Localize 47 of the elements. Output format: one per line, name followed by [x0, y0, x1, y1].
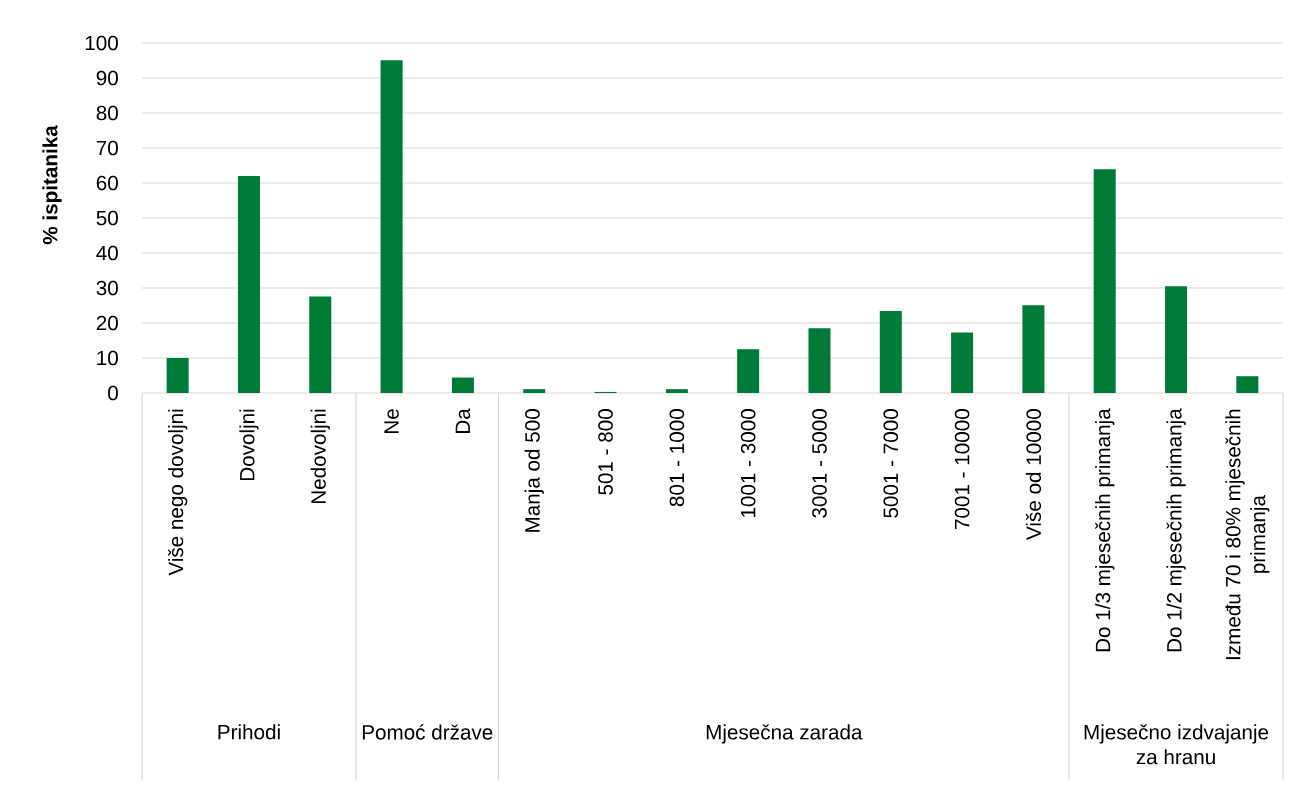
y-tick-label: 20	[96, 315, 118, 331]
bar	[737, 349, 760, 393]
x-tick-label: Između 70 i 80% mjesečnih primanja	[1225, 409, 1270, 660]
y-tick-label: 40	[96, 245, 118, 261]
bar	[166, 357, 189, 393]
bar	[237, 175, 260, 393]
bar	[1093, 169, 1116, 393]
text: Mjesečno izdvajanje za hranu	[1084, 724, 1269, 765]
bar	[879, 311, 902, 393]
x-tick-label: 501 - 800	[598, 409, 613, 495]
x-tick-label: 5001 - 7000	[883, 409, 899, 518]
y-tick-label: 0	[108, 385, 118, 401]
bar	[665, 389, 688, 393]
x-tick-label: Do 1/3 mjesečnih primanja	[1095, 408, 1115, 652]
x-tick-label: Da	[455, 408, 471, 433]
bar	[808, 328, 831, 393]
x-tick-label: Ne	[384, 409, 399, 433]
y-tick-label: 90	[96, 70, 118, 86]
bar	[380, 60, 403, 393]
bar	[451, 377, 474, 393]
y-tick-label: 100	[85, 35, 118, 51]
y-tick-label: 30	[96, 280, 118, 296]
x-tick-label: Dovoljni	[239, 409, 259, 481]
y-tick-label: 80	[96, 105, 118, 121]
bar	[951, 332, 974, 393]
text: Prihodi	[218, 724, 280, 740]
x-tick-label: 1001 - 3000	[740, 409, 756, 518]
y-tick-label: 70	[96, 140, 118, 156]
y-tick-label: 50	[96, 210, 118, 226]
y-axis-title: % ispitanika	[42, 125, 62, 245]
y-tick-label: 60	[96, 175, 118, 191]
x-tick-label: Više od 10000	[1025, 409, 1042, 540]
bar	[309, 296, 332, 393]
text: Pomoć države	[362, 724, 493, 740]
bar	[1236, 376, 1259, 393]
x-tick-label: Manja od 500	[524, 409, 544, 532]
bar	[523, 389, 546, 393]
x-tick-label: 7001 - 10000	[954, 409, 970, 529]
x-tick-label: 3001 - 5000	[812, 409, 827, 518]
x-tick-label: 801 - 1000	[669, 409, 685, 507]
x-tick-label: Nedovoljni	[310, 409, 330, 504]
bar	[1022, 305, 1045, 393]
y-tick-label: 10	[97, 350, 118, 366]
x-tick-label: Do 1/2 mjesečnih primanja	[1166, 408, 1186, 652]
x-tick-label: Više nego dovoljni	[168, 409, 188, 576]
bar	[1165, 286, 1188, 393]
text: Mjesečna zarada	[706, 724, 863, 744]
